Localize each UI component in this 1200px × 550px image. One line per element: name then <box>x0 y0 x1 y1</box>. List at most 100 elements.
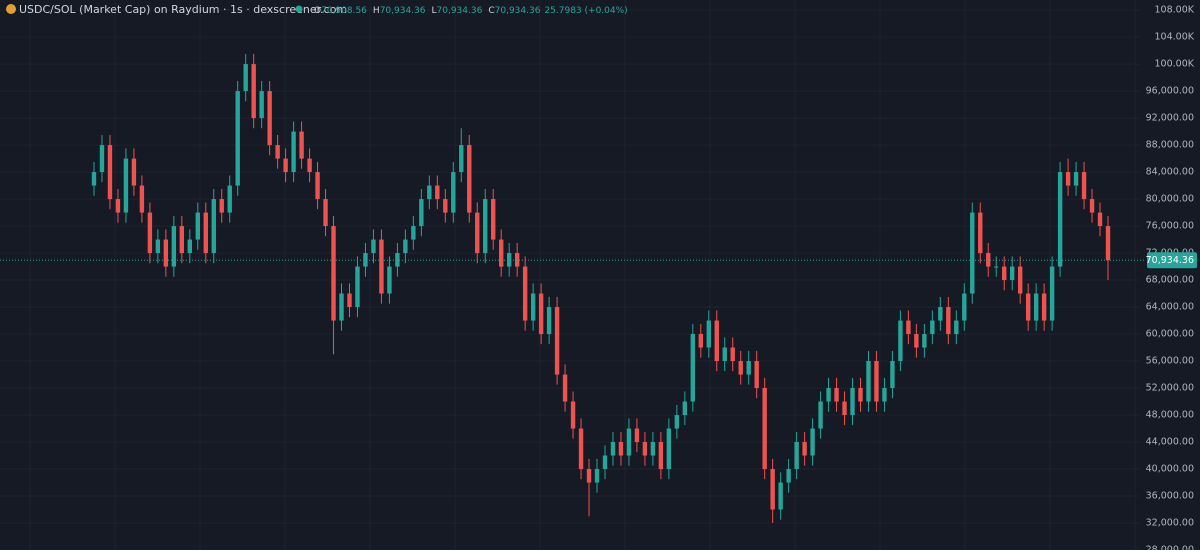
candle-body <box>794 442 799 470</box>
candle-body <box>91 172 97 186</box>
candle-body <box>459 145 464 173</box>
candle-body <box>922 334 927 348</box>
candle-body <box>411 226 416 240</box>
candle-body <box>483 199 488 254</box>
candle-body <box>514 253 520 267</box>
chart-title: USDC/SOL (Market Cap) on Raydium · 1s · … <box>19 3 347 16</box>
candle-body <box>339 293 344 321</box>
price-axis: 28,000.00 32,000.00 36,000.00 40,000.00 44,0… <box>0 5 1197 550</box>
candle-body <box>475 212 480 254</box>
candle-body <box>962 293 967 321</box>
candle-body <box>163 239 169 267</box>
candle-body <box>203 212 208 254</box>
candle-body <box>1057 172 1063 267</box>
candle-body <box>898 320 903 362</box>
candle-body <box>155 239 161 254</box>
candle-body <box>530 293 536 321</box>
y-tick-label: 36,000.00 <box>1146 491 1194 502</box>
candle-body <box>786 469 791 483</box>
candle-body <box>946 307 951 335</box>
candle-body <box>802 442 807 456</box>
candle-body <box>1017 266 1023 294</box>
candle-body <box>722 347 727 362</box>
candle-body <box>467 145 472 213</box>
legend-value: 70,934.36 <box>380 6 426 16</box>
candle-body <box>698 334 704 348</box>
candle-body <box>1033 293 1039 321</box>
candle-body <box>307 158 312 173</box>
candle-body <box>682 401 688 416</box>
candle-body <box>554 307 560 375</box>
candle-body <box>986 253 991 267</box>
legend-label: L <box>432 6 437 16</box>
legend-label: H <box>373 6 380 16</box>
last-price-box <box>1147 252 1197 269</box>
candle-body <box>131 158 137 186</box>
candle-body <box>299 131 304 159</box>
y-tick-label: 40,000.00 <box>1146 464 1194 475</box>
candle-body <box>970 212 975 294</box>
candle-body <box>227 185 232 213</box>
candle-body <box>451 172 456 213</box>
y-tick-label: 48,000.00 <box>1146 410 1194 421</box>
candle-body <box>195 212 200 240</box>
grid <box>0 0 1140 550</box>
candle-body <box>882 388 887 402</box>
candle-body <box>626 428 632 456</box>
candle-body <box>778 482 783 510</box>
candle-body <box>570 401 576 429</box>
candle-body <box>594 469 600 483</box>
y-tick-label: 108.00K <box>1155 5 1195 16</box>
candle-body <box>586 469 592 483</box>
candle-body <box>323 199 328 227</box>
candle-body <box>850 388 855 416</box>
candle-body <box>826 388 831 402</box>
candle-body <box>562 374 568 402</box>
candle-body <box>251 64 256 119</box>
candle-body <box>690 334 696 402</box>
candle-body <box>994 266 999 268</box>
exchange-icon <box>6 4 16 14</box>
y-tick-label: 80,000.00 <box>1146 194 1194 205</box>
candle-body <box>1049 266 1055 321</box>
candle-body <box>387 266 392 294</box>
candle-body <box>179 226 185 254</box>
candle-body <box>522 266 528 321</box>
status-dot <box>295 5 303 13</box>
candle-body <box>498 239 504 267</box>
candle-body <box>658 442 664 470</box>
candles <box>91 53 1111 524</box>
candle-body <box>978 212 983 254</box>
y-tick-label: 88,000.00 <box>1146 140 1194 151</box>
last-price-label: 70,934.36 <box>1146 255 1194 266</box>
candle-body <box>419 199 424 227</box>
candle-body <box>1105 226 1111 261</box>
candle-body <box>435 185 440 200</box>
candle-body <box>363 253 368 267</box>
candle-body <box>1089 199 1095 213</box>
candle-body <box>578 428 584 470</box>
candle-body <box>491 199 496 240</box>
y-tick-label: 44,000.00 <box>1146 437 1194 448</box>
candle-body <box>211 199 216 254</box>
y-tick-label: 56,000.00 <box>1146 356 1194 367</box>
candle-body <box>243 64 248 92</box>
candle-body <box>842 401 847 416</box>
y-tick-label: 68,000.00 <box>1146 275 1194 286</box>
candle-body <box>259 91 264 119</box>
candle-body <box>610 442 616 456</box>
candle-body <box>762 388 767 470</box>
candle-body <box>714 320 719 362</box>
candle-body <box>890 361 895 389</box>
candle-body <box>666 428 672 470</box>
candle-body <box>283 158 288 173</box>
legend-value: 70,934.36 <box>495 6 541 16</box>
candle-body <box>395 253 400 267</box>
candle-body <box>650 442 656 456</box>
candle-body <box>754 361 759 389</box>
candle-body <box>1065 172 1071 186</box>
ohlc-legend: O70,908.56 H70,934.36 L70,934.36 C70,934.36… <box>314 6 628 16</box>
candle-body <box>355 266 360 308</box>
candle-body <box>123 158 129 213</box>
